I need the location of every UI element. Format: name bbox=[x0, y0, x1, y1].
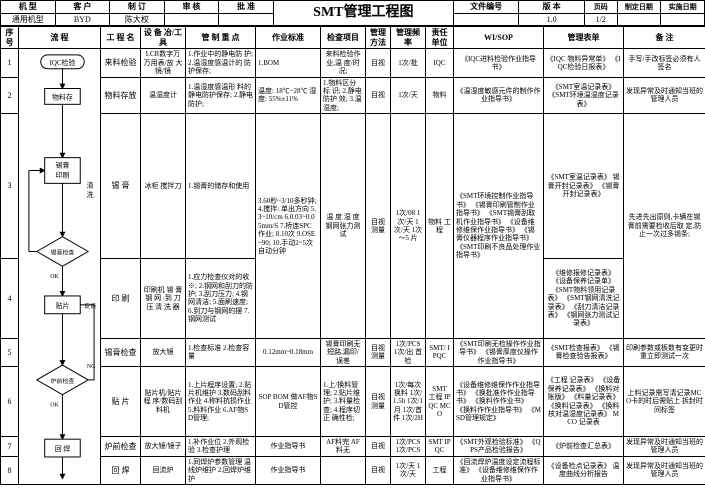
val-made: 陈大权 bbox=[110, 13, 165, 26]
lbl-check: 审 核 bbox=[164, 1, 219, 14]
col-equip: 设 备 冶/工具 bbox=[141, 27, 186, 49]
header-table: 机 型 客 户 制 订 审 核 批 准 SMT管理工程图 文件编号 版 本 页码… bbox=[0, 0, 705, 26]
val-version: 1.0 bbox=[519, 13, 584, 26]
lbl-version: 版 本 bbox=[519, 1, 584, 14]
col-flow: 流 程 bbox=[19, 27, 101, 49]
main-table: 序号 流 程 工 程 名 设 备 冶/工具 管 制 重 点 作业标准 检查项目 … bbox=[0, 26, 705, 485]
col-remark: 备 注 bbox=[624, 27, 705, 49]
svg-text:IQC检验: IQC检验 bbox=[50, 58, 76, 67]
freq: 1次/批 bbox=[391, 49, 426, 77]
table-row: 2 物料存放 温湿度计 1.温湿度感温形 料的静电防护保存; 2.静电防护; 温… bbox=[1, 77, 705, 114]
table-row: 8 回 焊 回流炉 1.同焊炉参数管理 温线炉维护 2.回焊炉维护 作业指导书 … bbox=[1, 456, 705, 484]
val-docno bbox=[453, 13, 518, 26]
method: 目视 bbox=[366, 49, 391, 77]
item: 来料检验作 业,温 度/时 况; bbox=[321, 49, 366, 77]
col-wi: WI/SOP bbox=[454, 27, 544, 49]
val-customer: BYD bbox=[55, 13, 110, 26]
col-method: 管理 方法 bbox=[366, 27, 391, 49]
svg-text:贴片: 贴片 bbox=[56, 301, 70, 310]
lbl-approve: 批 准 bbox=[219, 1, 274, 14]
val-impl-date bbox=[661, 13, 705, 26]
lbl-impl-date: 实施日期 bbox=[661, 1, 705, 14]
doc-title: SMT管理工程图 bbox=[273, 1, 453, 26]
remark: 手写/手改标签必须有人签名 bbox=[624, 49, 705, 77]
val-approve bbox=[219, 13, 274, 26]
flow-svg: IQC检验 物料存 锡膏 印刷 清洗 锡膏检查 OK 贴片 反馈 炉前检查 OK… bbox=[19, 49, 100, 484]
col-proc: 工 程 名 bbox=[101, 27, 141, 49]
ctrl: 1.作业中的静电防 护; 2.温湿度感温计的 防护保存; bbox=[186, 49, 256, 77]
col-item: 检查项目 bbox=[321, 27, 366, 49]
val-made-date bbox=[617, 13, 661, 26]
svg-text:洗: 洗 bbox=[87, 191, 94, 200]
lbl-customer: 客 户 bbox=[55, 1, 110, 14]
form: 《IQC 物料异常单》 《IQC检验日报表》 bbox=[544, 49, 624, 77]
lbl-page: 页码 bbox=[584, 1, 617, 14]
col-form: 管理表单 bbox=[544, 27, 624, 49]
lbl-made: 制 订 bbox=[110, 1, 165, 14]
svg-text:NG: NG bbox=[87, 364, 96, 370]
std: 1.BOM bbox=[256, 49, 321, 77]
svg-text:锡膏: 锡膏 bbox=[56, 161, 70, 170]
col-std: 作业标准 bbox=[256, 27, 321, 49]
lbl-made-date: 制定日期 bbox=[617, 1, 661, 14]
table-row: 6 贴 片 贴片机/贴片程 序/数码刮 料机 1.上片程序设置; 2.贴片机维护… bbox=[1, 367, 705, 437]
col-seq: 序号 bbox=[1, 27, 19, 49]
proc: 来料检验 bbox=[101, 49, 141, 77]
svg-text:锡膏检查: 锡膏检查 bbox=[51, 249, 75, 257]
table-row: 5 锡膏检查 放大镜 1.检查标准 2.检查容量 0.12mm~0.18mm 锡… bbox=[1, 338, 705, 366]
table-row: 7 炉前检查 放大镜/镜子 1.补作业位 2.外观检验 3.检查护理 作业指导书… bbox=[1, 437, 705, 457]
svg-text:印刷: 印刷 bbox=[56, 172, 70, 180]
svg-text:炉前检查: 炉前检查 bbox=[51, 377, 75, 385]
col-resp: 责任单位 bbox=[426, 27, 454, 49]
col-freq: 管理频率 bbox=[391, 27, 426, 49]
table-row: 1 IQC检验 物料存 锡膏 印刷 清洗 锡膏检查 OK 贴片 反馈 炉前检查 … bbox=[1, 49, 705, 77]
col-ctrl: 管 制 重 点 bbox=[186, 27, 256, 49]
wi: 《IQC进料检验作业指导书》 bbox=[454, 49, 544, 77]
svg-text:OK: OK bbox=[50, 403, 59, 409]
equip: LCR数字万 万用表/放 大镜/镜 bbox=[141, 49, 186, 77]
lbl-docno: 文件编号 bbox=[453, 1, 518, 14]
lbl-machine-type: 机 型 bbox=[1, 1, 56, 14]
val-check bbox=[164, 13, 219, 26]
seq: 1 bbox=[1, 49, 19, 77]
val-page: 1/2 bbox=[584, 13, 617, 26]
resp: IQC bbox=[426, 49, 454, 77]
svg-text:清: 清 bbox=[87, 181, 94, 190]
svg-text:OK: OK bbox=[50, 275, 59, 281]
svg-text:回 焊: 回 焊 bbox=[55, 444, 71, 453]
table-row: 3 锡 膏 冰柜 搅拌刀 1.锡膏的储存和使用 3.60秒~3/10多秒钟; 4… bbox=[1, 114, 705, 259]
svg-text:物料存: 物料存 bbox=[52, 93, 73, 102]
flowchart: IQC检验 物料存 锡膏 印刷 清洗 锡膏检查 OK 贴片 反馈 炉前检查 OK… bbox=[19, 49, 101, 485]
val-machine-type: 通用机型 bbox=[1, 13, 56, 26]
